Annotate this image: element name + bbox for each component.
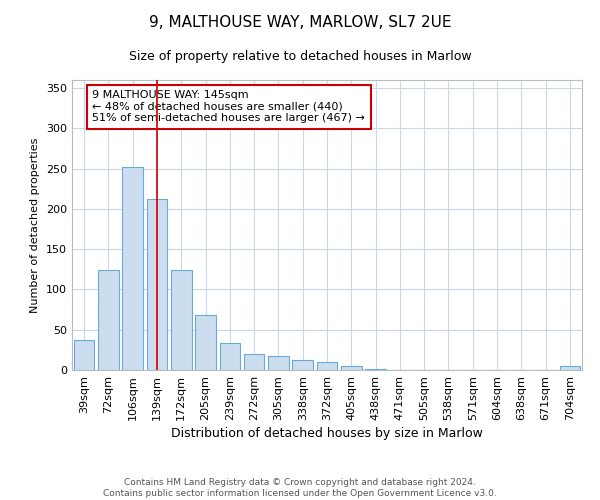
Bar	[292, 360, 313, 370]
Bar	[560, 366, 580, 370]
Bar	[171, 270, 191, 370]
X-axis label: Distribution of detached houses by size in Marlow: Distribution of detached houses by size …	[171, 427, 483, 440]
Y-axis label: Number of detached properties: Number of detached properties	[31, 138, 40, 312]
Bar	[74, 340, 94, 370]
Bar	[244, 354, 265, 370]
Bar	[220, 342, 240, 370]
Text: 9, MALTHOUSE WAY, MARLOW, SL7 2UE: 9, MALTHOUSE WAY, MARLOW, SL7 2UE	[149, 15, 451, 30]
Bar	[98, 270, 119, 370]
Text: 9 MALTHOUSE WAY: 145sqm
← 48% of detached houses are smaller (440)
51% of semi-d: 9 MALTHOUSE WAY: 145sqm ← 48% of detache…	[92, 90, 365, 124]
Text: Contains HM Land Registry data © Crown copyright and database right 2024.
Contai: Contains HM Land Registry data © Crown c…	[103, 478, 497, 498]
Bar	[317, 362, 337, 370]
Bar	[146, 199, 167, 370]
Bar	[341, 366, 362, 370]
Bar	[268, 356, 289, 370]
Text: Size of property relative to detached houses in Marlow: Size of property relative to detached ho…	[128, 50, 472, 63]
Bar	[122, 167, 143, 370]
Bar	[365, 369, 386, 370]
Bar	[195, 315, 216, 370]
